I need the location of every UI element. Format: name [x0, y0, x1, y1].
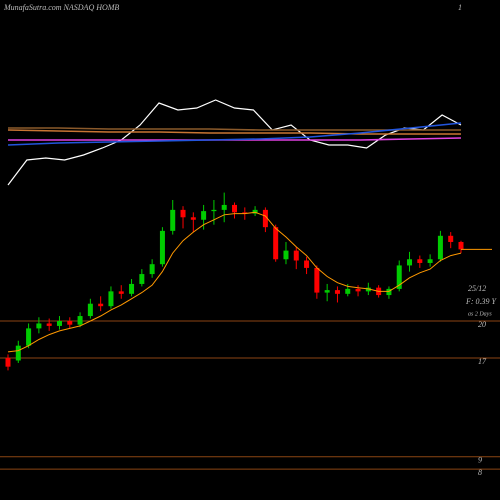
candle-body [293, 250, 299, 261]
candle-body [386, 288, 392, 296]
note: F: 0.39 Y [465, 297, 498, 306]
candle-body [427, 259, 433, 263]
candle-body [46, 323, 52, 326]
corner-label: 1 [458, 3, 462, 12]
candle-body [67, 320, 73, 325]
candle-body [396, 265, 402, 289]
candle-body [355, 288, 361, 292]
candle-body [149, 264, 155, 275]
chart-title: MunafaSutra.com NASDAQ HOMB [3, 3, 119, 12]
candle-body [139, 274, 145, 284]
candle-body [190, 217, 196, 220]
candle-body [98, 303, 104, 307]
candle-body [273, 227, 279, 260]
candle-body [77, 316, 83, 325]
candle-body [232, 204, 237, 213]
candle-body [159, 230, 165, 265]
level-label: 8 [478, 468, 482, 477]
candle-body [365, 287, 371, 292]
candle-body [201, 211, 207, 220]
candle-body [304, 260, 310, 268]
candle-body [437, 235, 443, 260]
candle-body [283, 250, 289, 260]
candle-body [118, 291, 124, 294]
candle-body [314, 267, 320, 293]
candle-body [221, 204, 227, 210]
candle-body [262, 209, 268, 228]
moving-average [7, 211, 462, 353]
candle-body [211, 209, 217, 212]
candle-body [448, 235, 454, 242]
candle-body [108, 291, 114, 307]
candle-body [334, 290, 340, 294]
candle-body [15, 345, 21, 361]
candle-body [252, 209, 258, 214]
indicator-line [7, 99, 462, 186]
candle-body [129, 283, 135, 294]
candle-body [417, 259, 423, 263]
note: as 2 Days [468, 311, 492, 317]
candle-body [26, 328, 32, 346]
candle-body [458, 241, 464, 250]
candle-body [345, 288, 351, 294]
candle-body [242, 212, 248, 214]
candle-body [170, 209, 176, 231]
candle-body [36, 323, 42, 329]
indicator-line [7, 129, 461, 135]
note: 25/12 [468, 284, 486, 293]
candle-body [324, 290, 330, 293]
level-label: 20 [478, 320, 486, 329]
level-label: 17 [478, 357, 487, 366]
indicator-line [7, 122, 462, 146]
candle-body [5, 358, 11, 367]
candle-body [56, 320, 62, 326]
candle-body [407, 259, 413, 266]
candle-body [87, 303, 93, 317]
level-label: 9 [478, 456, 482, 465]
candle-body [180, 209, 186, 218]
